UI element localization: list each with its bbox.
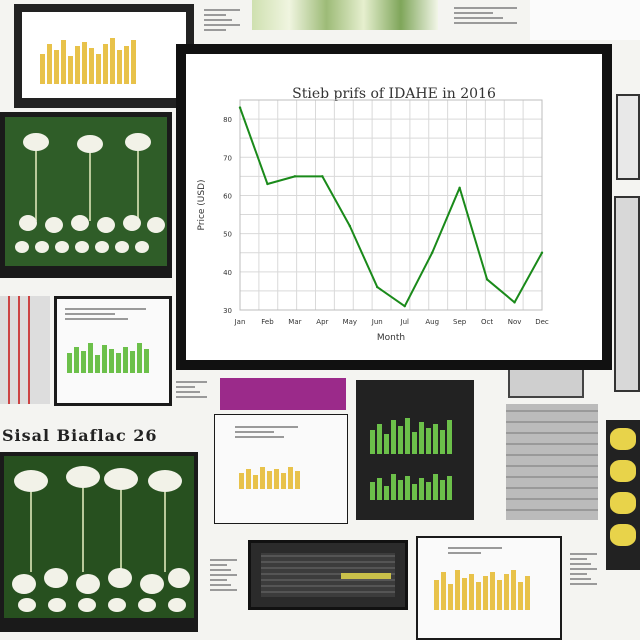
thumb-gray-grid (506, 404, 598, 520)
x-tick-label: Jan (234, 318, 246, 326)
y-tick-label: 60 (223, 192, 232, 200)
thumb-dark-green-bars (356, 380, 474, 520)
chart-title: Stieb prifs of IDAHE in 2016 (292, 86, 496, 102)
price-series-line (239, 107, 543, 308)
y-axis-label: Price (USD) (197, 179, 207, 230)
data-point (485, 278, 489, 281)
main-chart-screen: Stieb prifs of IDAHE in 2016 30 40 50 60 70 8… (186, 54, 602, 360)
x-tick-label: Aug (425, 318, 439, 326)
data-point (403, 304, 406, 308)
data-point (376, 285, 379, 289)
x-axis-label: Month (377, 333, 405, 343)
data-point (348, 224, 352, 228)
thumb-yellow-bars-mid (214, 414, 348, 524)
data-point (293, 175, 297, 178)
x-tick-label: Sep (453, 318, 467, 326)
y-tick-label: 80 (223, 116, 232, 124)
data-point (321, 175, 324, 178)
thumb-dark-keyboard (248, 540, 408, 610)
x-tick-label: Apr (316, 318, 328, 326)
x-tick-label: Jun (371, 318, 383, 326)
sketch-top-right (530, 0, 640, 40)
x-tick-label: Dec (535, 318, 549, 326)
y-tick-label: 30 (223, 307, 232, 315)
y-tick-label: 40 (223, 269, 232, 277)
doc-snippet-bottom-2 (570, 550, 600, 620)
thumb-yellow-bars-bottom (416, 536, 562, 640)
x-tick-label: Feb (261, 318, 274, 326)
x-tick-label: Mar (288, 318, 301, 326)
plant-photo-laptop (0, 452, 198, 632)
doc-snippet-top-2 (454, 4, 524, 34)
data-point (430, 251, 434, 254)
plant-photo-monitor (0, 112, 172, 278)
thumb-green-bars (54, 296, 172, 406)
line-chart: 30 40 50 60 70 80 Jan Feb Mar Apr May Jun Jul Aug Sep O… (197, 99, 549, 343)
doc-snippet-left (176, 378, 210, 408)
thumb-right-edge-2 (614, 196, 640, 392)
doc-snippet-top-1 (204, 6, 244, 36)
data-point (513, 301, 516, 304)
data-point (238, 106, 242, 109)
y-tick-label: 50 (223, 231, 232, 239)
magenta-card (220, 378, 346, 410)
doc-snippet-bottom-1 (210, 556, 240, 616)
photo-strip-top (252, 0, 438, 30)
thumb-red-bars (0, 296, 50, 404)
y-tick-label: 70 (223, 154, 232, 162)
thumb-laptop-bars (14, 4, 194, 108)
thumb-right-edge-1 (616, 94, 640, 180)
x-tick-label: May (343, 318, 357, 326)
thumb-yellow-cells (606, 420, 640, 570)
x-tick-label: Jul (400, 318, 410, 326)
x-tick-label: Oct (481, 318, 493, 326)
collage-banner-text: Sisal Biaflac 26 (2, 426, 158, 445)
thumb-bar-chart (40, 34, 136, 84)
data-point (266, 182, 269, 186)
x-tick-label: Nov (508, 318, 522, 326)
main-monitor: Stieb prifs of IDAHE in 2016 30 40 50 60 70 8… (176, 44, 612, 370)
data-point (540, 251, 544, 254)
plot-frame (239, 99, 543, 311)
data-point (458, 186, 461, 190)
